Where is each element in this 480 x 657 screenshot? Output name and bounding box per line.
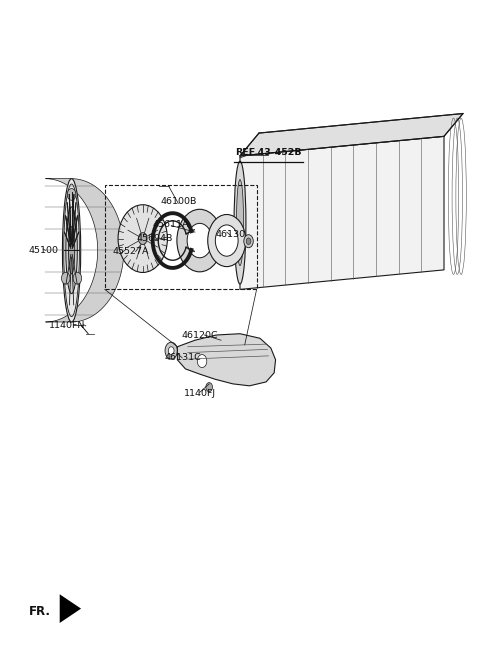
Ellipse shape — [216, 225, 238, 256]
Ellipse shape — [69, 227, 75, 274]
Polygon shape — [60, 595, 81, 623]
Ellipse shape — [177, 210, 222, 272]
Ellipse shape — [118, 205, 168, 273]
Text: 45527A: 45527A — [113, 247, 149, 256]
Text: FR.: FR. — [29, 605, 51, 618]
Circle shape — [197, 355, 207, 367]
Ellipse shape — [234, 161, 246, 284]
Polygon shape — [240, 136, 444, 290]
Text: REF.43-452B: REF.43-452B — [235, 148, 302, 157]
Circle shape — [61, 273, 70, 284]
Text: 46130: 46130 — [216, 229, 246, 238]
Circle shape — [246, 238, 251, 244]
Text: 46120C: 46120C — [181, 330, 218, 340]
Ellipse shape — [138, 233, 147, 244]
Bar — [105, 185, 257, 290]
Circle shape — [244, 235, 253, 248]
Text: 1140FJ: 1140FJ — [184, 389, 216, 398]
Ellipse shape — [187, 223, 212, 258]
Circle shape — [168, 347, 174, 355]
Ellipse shape — [237, 179, 243, 265]
Ellipse shape — [208, 214, 246, 267]
Text: 1140FN: 1140FN — [48, 321, 85, 330]
Text: 45100: 45100 — [28, 246, 58, 255]
Circle shape — [165, 342, 178, 359]
Text: 46100B: 46100B — [160, 197, 196, 206]
Circle shape — [73, 273, 82, 284]
Circle shape — [67, 189, 76, 200]
Text: 46131C: 46131C — [165, 353, 202, 362]
Circle shape — [206, 382, 213, 392]
Polygon shape — [178, 334, 276, 386]
Ellipse shape — [62, 179, 81, 322]
Text: 45694B: 45694B — [136, 234, 173, 243]
Text: 45611A: 45611A — [153, 220, 190, 229]
Ellipse shape — [66, 207, 77, 294]
Polygon shape — [240, 114, 463, 156]
Polygon shape — [46, 179, 124, 322]
